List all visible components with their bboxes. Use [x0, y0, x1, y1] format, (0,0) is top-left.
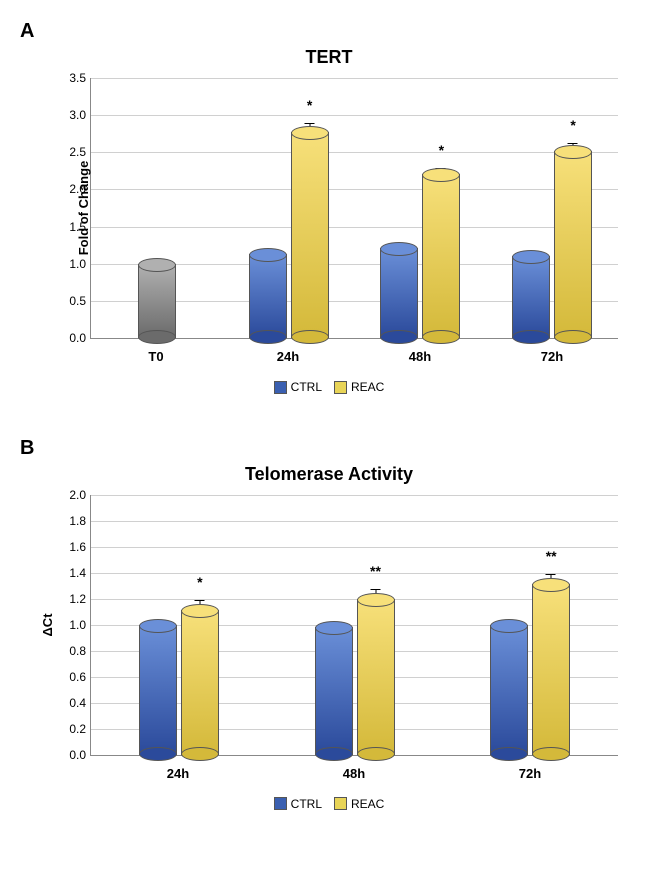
bar-wrap [249, 254, 287, 338]
legend-label: REAC [351, 797, 384, 811]
significance-marker: ** [370, 563, 381, 579]
legend: CTRL REAC [20, 380, 638, 397]
bar-group: ** [267, 495, 443, 755]
chart-area: Fold of Change0.00.51.01.52.02.53.03.5**… [90, 78, 618, 339]
legend-swatch [274, 381, 287, 394]
bar-wrap [490, 625, 528, 755]
legend-label: CTRL [291, 797, 322, 811]
bar [249, 254, 287, 338]
y-tick-label: 1.6 [61, 540, 86, 554]
y-tick-label: 2.0 [61, 488, 86, 502]
panel-label: A [20, 20, 638, 43]
bar [291, 132, 329, 339]
bar-group: ** [442, 495, 618, 755]
legend-item: CTRL [274, 380, 322, 394]
y-tick-label: 2.0 [61, 182, 86, 196]
bar-wrap [139, 625, 177, 755]
bar-group: * [91, 495, 267, 755]
y-axis-label: Fold of Change [76, 161, 91, 256]
legend-swatch [334, 797, 347, 810]
bar [554, 151, 592, 338]
y-tick-label: 1.2 [61, 592, 86, 606]
y-tick-label: 0.0 [61, 331, 86, 345]
bar-wrap: * [554, 151, 592, 338]
chart-area: ΔCt0.00.20.40.60.81.01.21.41.61.82.0****… [90, 495, 618, 756]
significance-marker: * [197, 574, 202, 590]
bar-group: * [223, 78, 355, 338]
legend-item: REAC [334, 380, 384, 394]
bar-wrap [512, 256, 550, 338]
chart-title: TERT [20, 47, 638, 68]
legend-swatch [334, 381, 347, 394]
bar-wrap: * [181, 610, 219, 754]
bar [532, 584, 570, 754]
x-tick-label: 24h [90, 756, 266, 781]
y-tick-label: 0.6 [61, 670, 86, 684]
y-tick-label: 0.0 [61, 748, 86, 762]
y-tick-label: 3.0 [61, 108, 86, 122]
y-tick-label: 1.5 [61, 220, 86, 234]
y-axis-label: ΔCt [40, 613, 55, 636]
bar [181, 610, 219, 754]
bar [490, 625, 528, 755]
x-tick-label: 48h [266, 756, 442, 781]
bar-wrap: * [291, 132, 329, 339]
legend-item: CTRL [274, 797, 322, 811]
y-tick-label: 1.0 [61, 257, 86, 271]
panel-B: B Telomerase Activity ΔCt 0.0 0.2 0.4 0.6 0.8 1.… [20, 437, 638, 814]
bar-wrap: ** [357, 599, 395, 755]
bar-group [91, 78, 223, 338]
bar [138, 264, 176, 338]
bar [139, 625, 177, 755]
significance-marker: * [307, 97, 312, 113]
bar-group: * [355, 78, 487, 338]
x-tick-label: 24h [222, 339, 354, 364]
legend-swatch [274, 797, 287, 810]
significance-marker: * [570, 117, 575, 133]
legend-label: REAC [351, 380, 384, 394]
panel-A: A TERT Fold of Change 0.0 0.5 1.0 1.5 2.0 2.5 3.0… [20, 20, 638, 397]
y-tick-label: 0.8 [61, 644, 86, 658]
bar [512, 256, 550, 338]
y-tick-label: 2.5 [61, 145, 86, 159]
bar-wrap [138, 264, 176, 338]
panel-label: B [20, 437, 638, 460]
x-tick-label: 72h [442, 756, 618, 781]
bar-wrap [315, 627, 353, 754]
bar-groups: * * * [91, 78, 618, 338]
significance-marker: * [439, 142, 444, 158]
bar [380, 248, 418, 338]
x-tick-label: 72h [486, 339, 618, 364]
bar-group: * [486, 78, 618, 338]
bar-wrap: ** [532, 584, 570, 754]
bar-wrap: * [422, 174, 460, 338]
chart-title: Telomerase Activity [20, 464, 638, 485]
y-tick-label: 1.8 [61, 514, 86, 528]
legend-item: REAC [334, 797, 384, 811]
y-tick-label: 1.4 [61, 566, 86, 580]
bar-groups: ***** [91, 495, 618, 755]
y-tick-label: 0.4 [61, 696, 86, 710]
significance-marker: ** [546, 548, 557, 564]
bar [422, 174, 460, 338]
bar [315, 627, 353, 754]
x-tick-label: 48h [354, 339, 486, 364]
y-tick-label: 1.0 [61, 618, 86, 632]
y-tick-label: 0.5 [61, 294, 86, 308]
bar-wrap [380, 248, 418, 338]
y-tick-label: 3.5 [61, 71, 86, 85]
y-tick-label: 0.2 [61, 722, 86, 736]
bar [357, 599, 395, 755]
legend: CTRL REAC [20, 797, 638, 814]
legend-label: CTRL [291, 380, 322, 394]
